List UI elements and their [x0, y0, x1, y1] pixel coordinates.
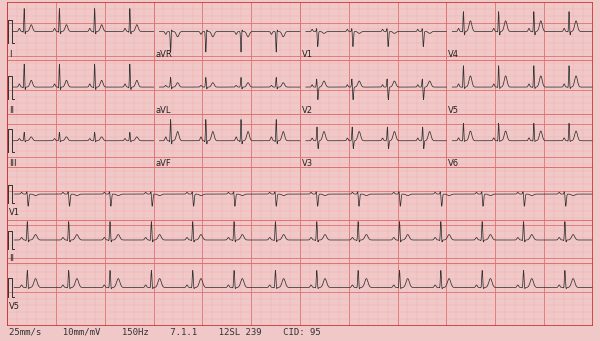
Text: V3: V3	[302, 159, 313, 168]
Text: aVF: aVF	[155, 159, 171, 168]
Text: aVR: aVR	[155, 50, 172, 59]
Text: I: I	[9, 50, 11, 59]
Text: V1: V1	[9, 208, 20, 218]
Text: V5: V5	[9, 302, 20, 311]
Text: V1: V1	[302, 50, 313, 59]
Text: 25mm/s    10mm/mV    150Hz    7.1.1    12SL 239    CID: 95: 25mm/s 10mm/mV 150Hz 7.1.1 12SL 239 CID:…	[9, 328, 321, 337]
Text: V6: V6	[448, 159, 459, 168]
Text: II: II	[9, 106, 14, 115]
Text: V4: V4	[448, 50, 459, 59]
Text: V2: V2	[302, 106, 313, 115]
Text: II: II	[9, 254, 14, 263]
Text: aVL: aVL	[155, 106, 171, 115]
Text: III: III	[9, 159, 16, 168]
Text: V5: V5	[448, 106, 459, 115]
